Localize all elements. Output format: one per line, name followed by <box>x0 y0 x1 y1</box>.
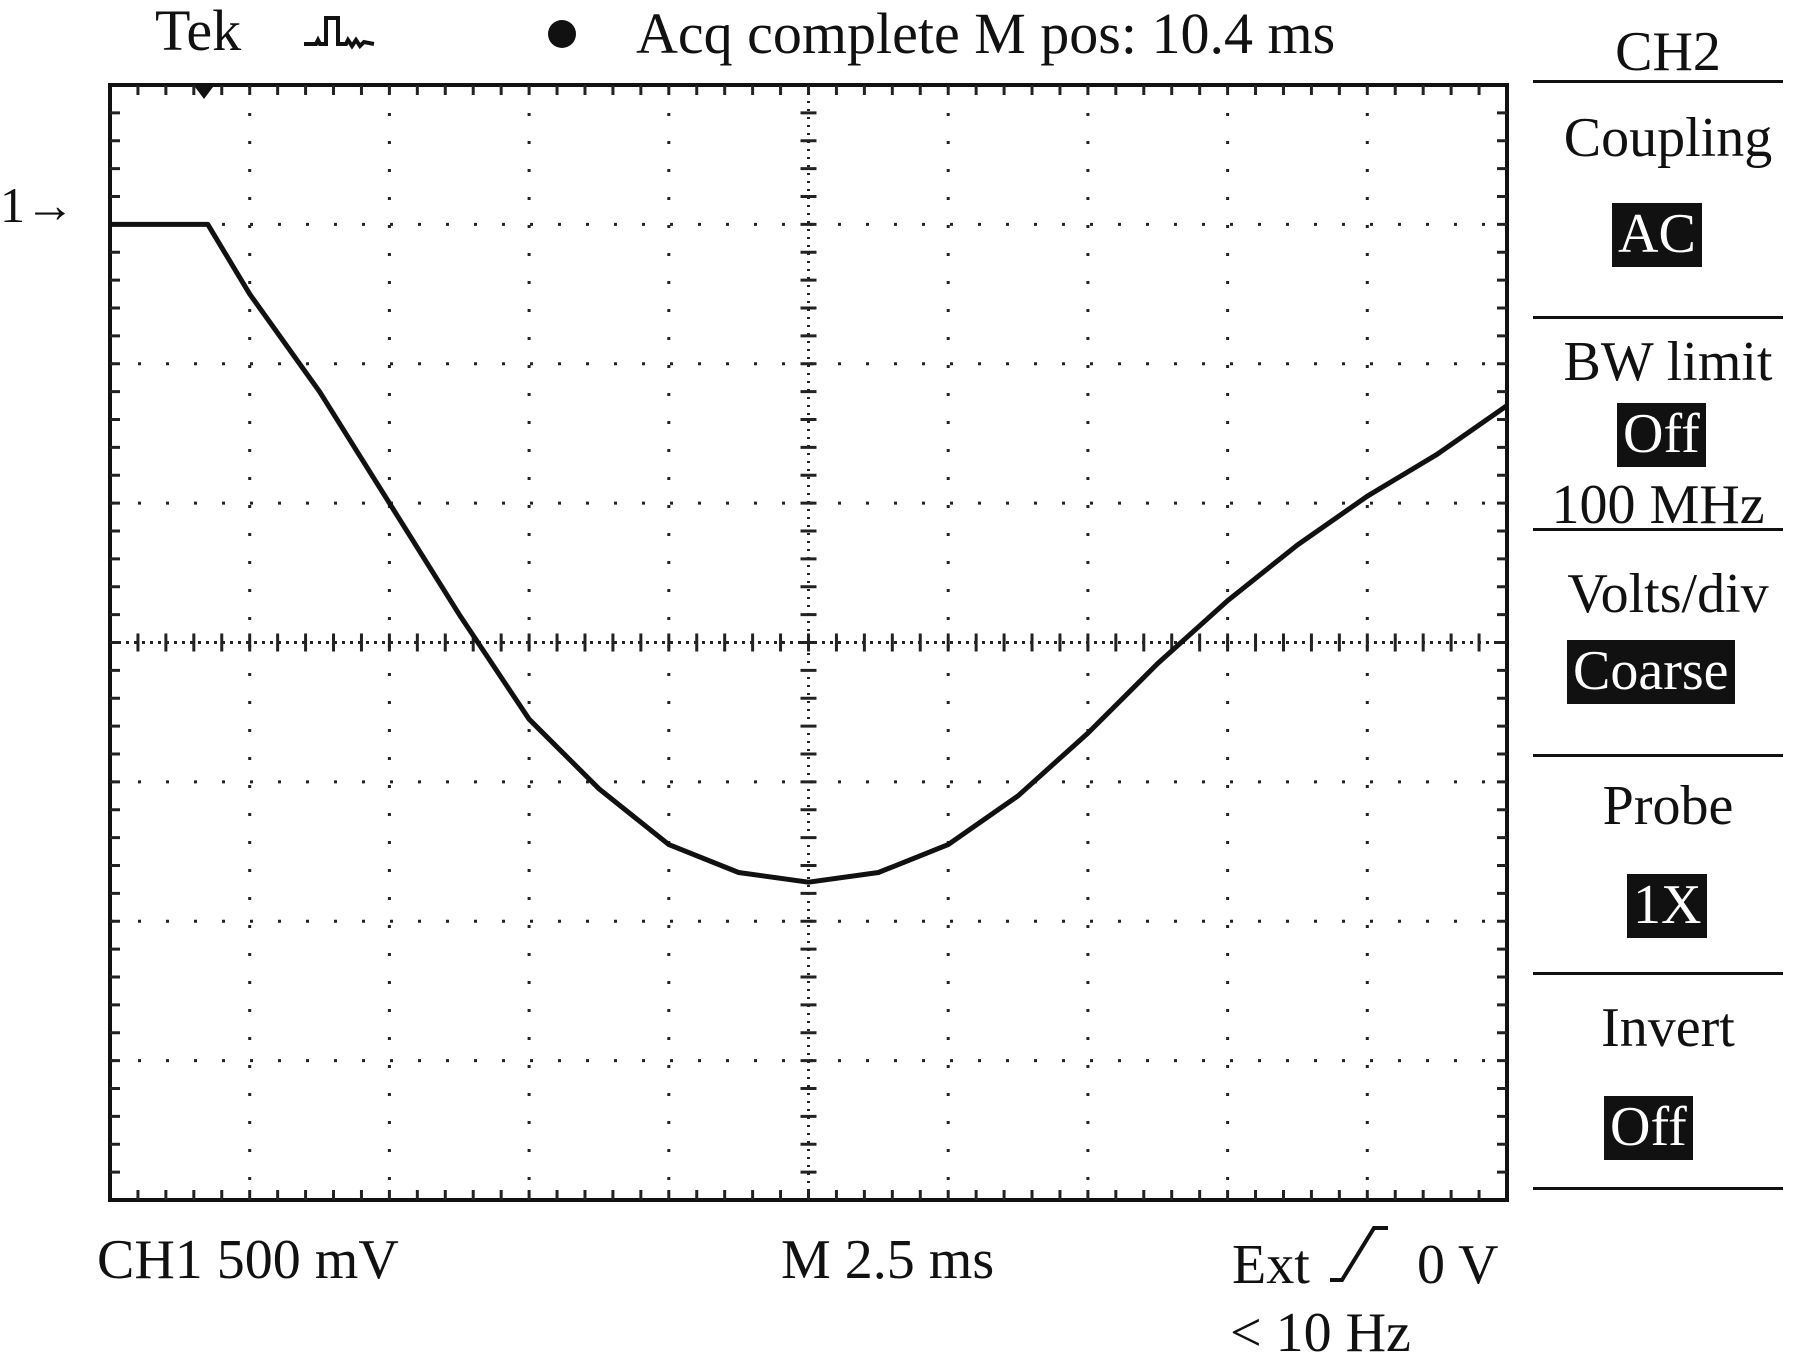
probe-label: Probe <box>1602 775 1734 837</box>
waveform-point <box>457 612 462 617</box>
waveform-point <box>108 222 112 227</box>
menu-divider <box>1533 316 1783 319</box>
status-dot-icon <box>548 20 576 48</box>
trigger-position-marker <box>195 87 213 99</box>
waveform-point <box>1085 731 1090 736</box>
trigger-frequency-readout: < 10 Hz <box>1230 1302 1411 1364</box>
waveform-point <box>876 870 881 875</box>
menu-divider <box>1533 1187 1783 1190</box>
waveform-point <box>1295 542 1300 547</box>
volts-div-label: Volts/div <box>1567 563 1769 625</box>
waveform-point <box>806 880 811 885</box>
coupling-value: AC <box>1612 203 1702 267</box>
menu-divider <box>1533 754 1783 757</box>
invert-label: Invert <box>1601 997 1735 1059</box>
waveform-point <box>527 717 532 722</box>
probe-value: 1X <box>1627 874 1708 938</box>
acquisition-status: Acq complete M pos: 10.4 ms <box>636 1 1336 66</box>
menu-divider <box>1533 80 1783 83</box>
volts-div-value: Coarse <box>1567 640 1735 704</box>
waveform-point <box>387 501 392 506</box>
waveform-point <box>1505 403 1509 408</box>
brand-label: Tek <box>155 0 242 63</box>
pulse-icon <box>304 16 375 50</box>
menu-divider <box>1533 528 1783 531</box>
menu-title: CH2 <box>1615 21 1721 83</box>
waveform-trace <box>110 221 1509 885</box>
bw-limit-frequency: 100 MHz <box>1551 474 1765 536</box>
waveform-point <box>736 870 741 875</box>
waveform-point <box>1225 598 1230 603</box>
waveform-point <box>666 842 671 847</box>
trigger-level-readout: 0 V <box>1417 1234 1499 1296</box>
waveform-point <box>247 292 252 297</box>
waveform-point <box>317 389 322 394</box>
timebase-readout: M 2.5 ms <box>781 1229 995 1291</box>
bw-limit-value: Off <box>1617 403 1706 467</box>
invert-value: Off <box>1604 1096 1693 1160</box>
ch1-scale-readout: CH1 500 mV <box>97 1229 399 1291</box>
channel-1-ground-marker: 1→ <box>0 177 75 233</box>
waveform-point <box>205 222 210 227</box>
menu-divider <box>1533 972 1783 975</box>
coupling-label: Coupling <box>1563 107 1773 169</box>
waveform-point <box>946 842 951 847</box>
rising-edge-icon <box>1330 1226 1388 1282</box>
waveform-point <box>596 786 601 791</box>
trigger-source-readout: Ext <box>1232 1234 1310 1296</box>
waveform-point <box>1016 793 1021 798</box>
waveform-point <box>1155 661 1160 666</box>
waveform-point <box>1365 494 1370 499</box>
waveform-point <box>1435 452 1440 457</box>
bw-limit-label: BW limit <box>1563 331 1773 393</box>
